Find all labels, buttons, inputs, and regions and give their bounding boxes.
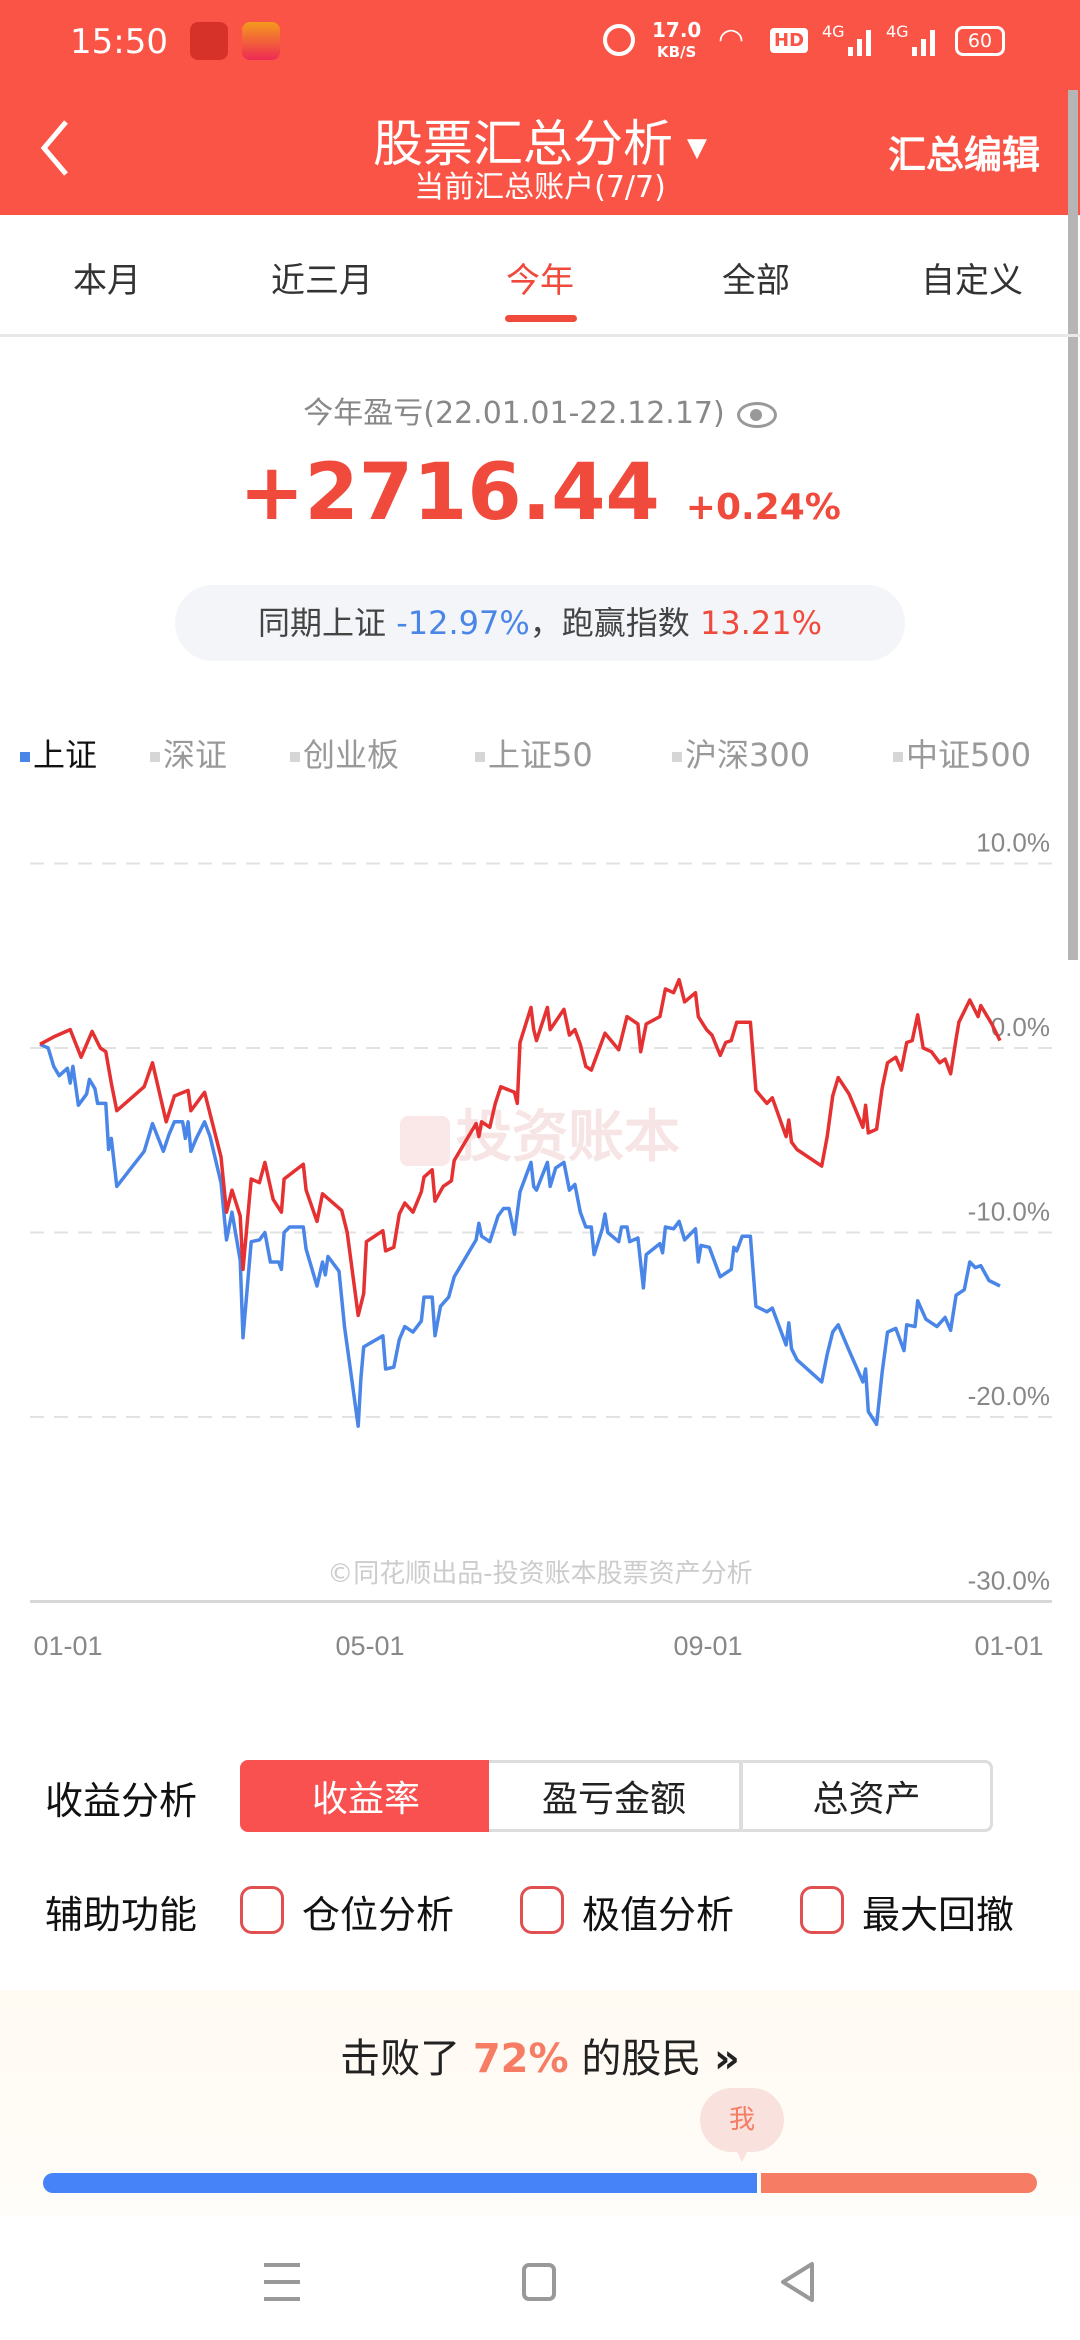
- app-header: 15:50 17.0 KB/S ◠ HD 4G 4G 60 股票汇总分析 ▼ 当前汇…: [0, 0, 1080, 215]
- pnl-percent: +0.24%: [685, 487, 841, 528]
- legend-sse50[interactable]: 上证50: [475, 730, 593, 776]
- pnl-values: +2716.44 +0.24%: [0, 448, 1080, 538]
- me-marker: 我: [700, 2088, 784, 2152]
- tab-three-months[interactable]: 近三月: [271, 261, 373, 301]
- legend-csi300[interactable]: 沪深300: [672, 730, 810, 776]
- x-tick-label: 09-01: [673, 1631, 742, 1661]
- legend-chinext[interactable]: 创业板: [290, 730, 399, 776]
- alarm-icon: [603, 24, 635, 56]
- me-marker-pointer: [736, 2150, 748, 2162]
- legend-csi500[interactable]: 中证500: [893, 730, 1031, 776]
- app-notification-icon: [190, 22, 228, 60]
- y-tick-label: -30.0%: [968, 1566, 1050, 1596]
- rank-text[interactable]: 击败了 72% 的股民 »: [340, 2036, 740, 2082]
- edit-summary-button[interactable]: 汇总编辑: [887, 133, 1040, 177]
- y-tick-label: -20.0%: [968, 1381, 1050, 1411]
- scrollbar[interactable]: [1068, 90, 1078, 960]
- page-title[interactable]: 股票汇总分析 ▼: [373, 115, 707, 173]
- back-nav-icon[interactable]: [778, 2261, 818, 2303]
- y-tick-label: 0.0%: [991, 1012, 1050, 1042]
- extremum-analysis-label[interactable]: 极值分析: [582, 1893, 735, 1937]
- back-icon[interactable]: [36, 118, 72, 178]
- net-speed: 17.0 KB/S: [652, 18, 702, 61]
- watermark-logo-icon: [400, 1115, 450, 1166]
- period-tabs: 本月 近三月 今年 全部 自定义: [0, 215, 1080, 337]
- rank-bar-beaten: [43, 2173, 757, 2193]
- legend-shanghai[interactable]: 上证: [20, 730, 97, 776]
- legend-shenzhen[interactable]: 深证: [150, 730, 227, 776]
- tab-all[interactable]: 全部: [722, 261, 790, 301]
- hd-icon: HD: [770, 28, 809, 53]
- tab-this-month[interactable]: 本月: [73, 261, 141, 301]
- copyright: ©同花顺出品-投资账本股票资产分析: [327, 1559, 753, 1589]
- signal-icon-2: 4G: [886, 22, 909, 41]
- pnl-amount: +2716.44: [239, 448, 660, 538]
- portfolio-return-line: [39, 977, 1002, 1318]
- chevron-right-icon: »: [714, 2036, 740, 2082]
- x-tick-label: 05-01: [335, 1631, 404, 1661]
- y-tick-label: 10.0%: [976, 828, 1050, 858]
- return-chart[interactable]: 10.0% 0.0% -10.0% -20.0% -30.0% 01-01 05-01 09-…: [0, 820, 1080, 1680]
- rank-banner[interactable]: 击败了 72% 的股民 » 我: [0, 1990, 1080, 2215]
- battery-icon: 60: [955, 26, 1005, 56]
- y-tick-label: -10.0%: [968, 1197, 1050, 1227]
- index-comparison-pill: 同期上证 -12.97%，跑赢指数 13.21%: [175, 585, 905, 661]
- extremum-analysis-checkbox[interactable]: [520, 1886, 564, 1934]
- aux-label: 辅助功能: [45, 1893, 198, 1937]
- rank-bar-remaining: [760, 2173, 1037, 2193]
- analysis-label: 收益分析: [45, 1779, 198, 1823]
- wifi-icon: ◠: [718, 22, 745, 57]
- app-notification-icon-2: [242, 22, 280, 60]
- segment-pnl-amount[interactable]: 盈亏金额: [489, 1760, 742, 1832]
- position-analysis-label[interactable]: 仓位分析: [302, 1893, 455, 1937]
- pnl-period-label: 今年盈亏(22.01.01-22.12.17): [0, 388, 1080, 432]
- x-tick-label: 01-01: [33, 1631, 102, 1661]
- tab-this-year[interactable]: 今年: [506, 261, 574, 301]
- status-time: 15:50: [70, 22, 168, 62]
- max-drawdown-checkbox[interactable]: [800, 1886, 844, 1934]
- dropdown-arrow-icon[interactable]: ▼: [687, 132, 707, 163]
- signal-bars-1: [848, 30, 874, 56]
- account-subtitle: 当前汇总账户(7/7): [414, 170, 666, 205]
- home-icon[interactable]: [522, 2263, 556, 2301]
- menu-icon[interactable]: [264, 2263, 300, 2301]
- segment-return-rate[interactable]: 收益率: [240, 1760, 492, 1832]
- shanghai-index-line: [39, 1042, 1001, 1428]
- max-drawdown-label[interactable]: 最大回撤: [862, 1893, 1015, 1937]
- segment-total-assets[interactable]: 总资产: [740, 1760, 993, 1832]
- eye-icon[interactable]: [736, 401, 777, 428]
- position-analysis-checkbox[interactable]: [240, 1886, 284, 1934]
- x-tick-label: 01-01: [974, 1631, 1043, 1661]
- nav-bar: [0, 2215, 1080, 2340]
- signal-bars-2: [912, 30, 938, 56]
- tab-custom[interactable]: 自定义: [921, 261, 1023, 301]
- active-tab-indicator: [505, 315, 577, 322]
- signal-icon-1: 4G: [822, 22, 845, 41]
